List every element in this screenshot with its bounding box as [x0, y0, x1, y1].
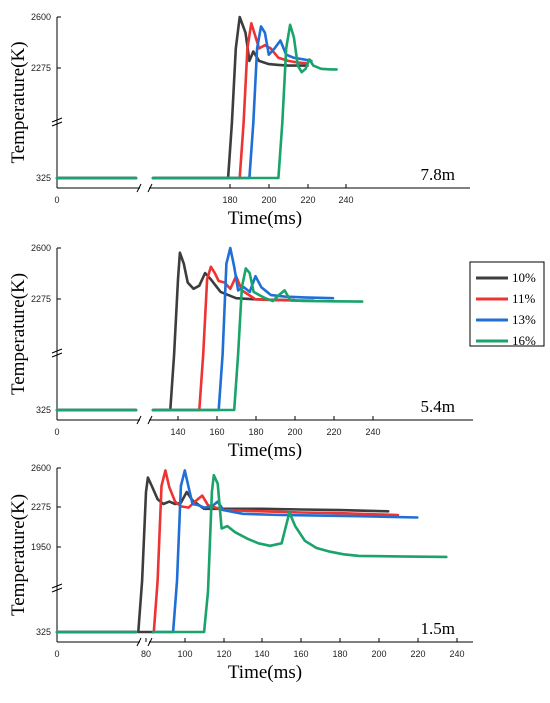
y-tick-label: 325: [36, 627, 51, 637]
panel-label: 5.4m: [421, 397, 455, 416]
x-tick-label: 160: [293, 649, 308, 659]
y-axis-break-mark: [51, 348, 63, 354]
x-tick-label: 220: [300, 195, 315, 205]
panel-label: 1.5m: [421, 619, 455, 638]
x-axis-title: Time(ms): [228, 208, 302, 229]
x-tick-label: 220: [410, 649, 425, 659]
x-tick-label: 180: [332, 649, 347, 659]
y-tick-label: 2275: [31, 63, 51, 73]
series-line-13%: [151, 469, 419, 634]
x-axis-break-mark: [147, 637, 153, 647]
chart-panel-5.4m: 325 2275 2600 0 140 160 180 200 220 240 Time(ms) Te…: [8, 243, 473, 461]
chart-panel-1.5m: 325 1950 2275 2600 0 80 100 120 140 160 180 200 220 2…: [8, 463, 473, 683]
y-axis-break-mark: [51, 117, 63, 123]
y-tick-label: 2600: [31, 243, 51, 253]
y-tick-label: 325: [36, 405, 51, 415]
y-axis-break-mark: [51, 352, 63, 358]
x-tick-label: 240: [338, 195, 353, 205]
x-tick-label: 200: [261, 195, 276, 205]
series-line-11%: [151, 469, 400, 634]
legend-label: 13%: [512, 312, 536, 327]
y-axis-break-mark: [51, 583, 63, 589]
legend-label: 11%: [512, 291, 536, 306]
y-axis-break-mark: [51, 121, 63, 127]
x-tick-label: 180: [222, 195, 237, 205]
panel-label: 7.8m: [421, 165, 455, 184]
legend: 10% 11% 13% 16%: [469, 261, 545, 348]
y-tick-label: 2600: [31, 12, 51, 22]
series-line-11%: [151, 22, 309, 180]
y-tick-label: 1950: [31, 542, 51, 552]
x-tick-label: 200: [287, 427, 302, 437]
y-axis-title: Temperature(K): [8, 41, 29, 163]
series-line-16%: [151, 267, 364, 412]
x-tick-label: 240: [449, 649, 464, 659]
x-tick-label: 220: [326, 427, 341, 437]
series-line-10%: [137, 476, 390, 634]
x-axis-break-mark: [147, 415, 153, 425]
legend-label: 10%: [512, 270, 536, 285]
series-line-10%: [151, 251, 296, 412]
x-tick-label: 100: [177, 649, 192, 659]
series-line-13%: [151, 25, 313, 180]
legend-box: [469, 261, 545, 347]
series-line-13%: [151, 246, 335, 412]
x-tick-label: 120: [216, 649, 231, 659]
x-tick-label: 0: [54, 195, 59, 205]
series-line-16%: [151, 23, 338, 180]
y-tick-label: 2275: [31, 294, 51, 304]
x-tick-label: 180: [248, 427, 263, 437]
y-tick-label: 2600: [31, 463, 51, 473]
x-tick-label: 80: [141, 649, 151, 659]
x-axis-title: Time(ms): [228, 440, 302, 461]
x-tick-label: 140: [254, 649, 269, 659]
x-tick-label: 200: [371, 649, 386, 659]
x-axis-break-mark: [136, 637, 142, 647]
x-tick-label: 160: [209, 427, 224, 437]
x-axis-break-mark: [136, 415, 142, 425]
y-axis-title: Temperature(K): [8, 273, 29, 395]
series-line-16%: [151, 473, 448, 634]
y-axis-break-mark: [51, 587, 63, 593]
legend-label: 16%: [512, 333, 536, 348]
y-tick-label: 2275: [31, 502, 51, 512]
chart-panel-7.8m: 325 2275 2600 0 180 200 220 240 Time(ms) Temperat…: [8, 12, 470, 229]
x-tick-label: 240: [365, 427, 380, 437]
x-axis-break-mark: [147, 183, 153, 193]
y-tick-label: 325: [36, 173, 51, 183]
x-tick-label: 0: [54, 427, 59, 437]
x-axis-break-mark: [136, 183, 142, 193]
y-axis-title: Temperature(K): [8, 494, 29, 616]
x-tick-label: 140: [170, 427, 185, 437]
x-axis-title: Time(ms): [228, 662, 302, 683]
x-tick-label: 0: [54, 649, 59, 659]
